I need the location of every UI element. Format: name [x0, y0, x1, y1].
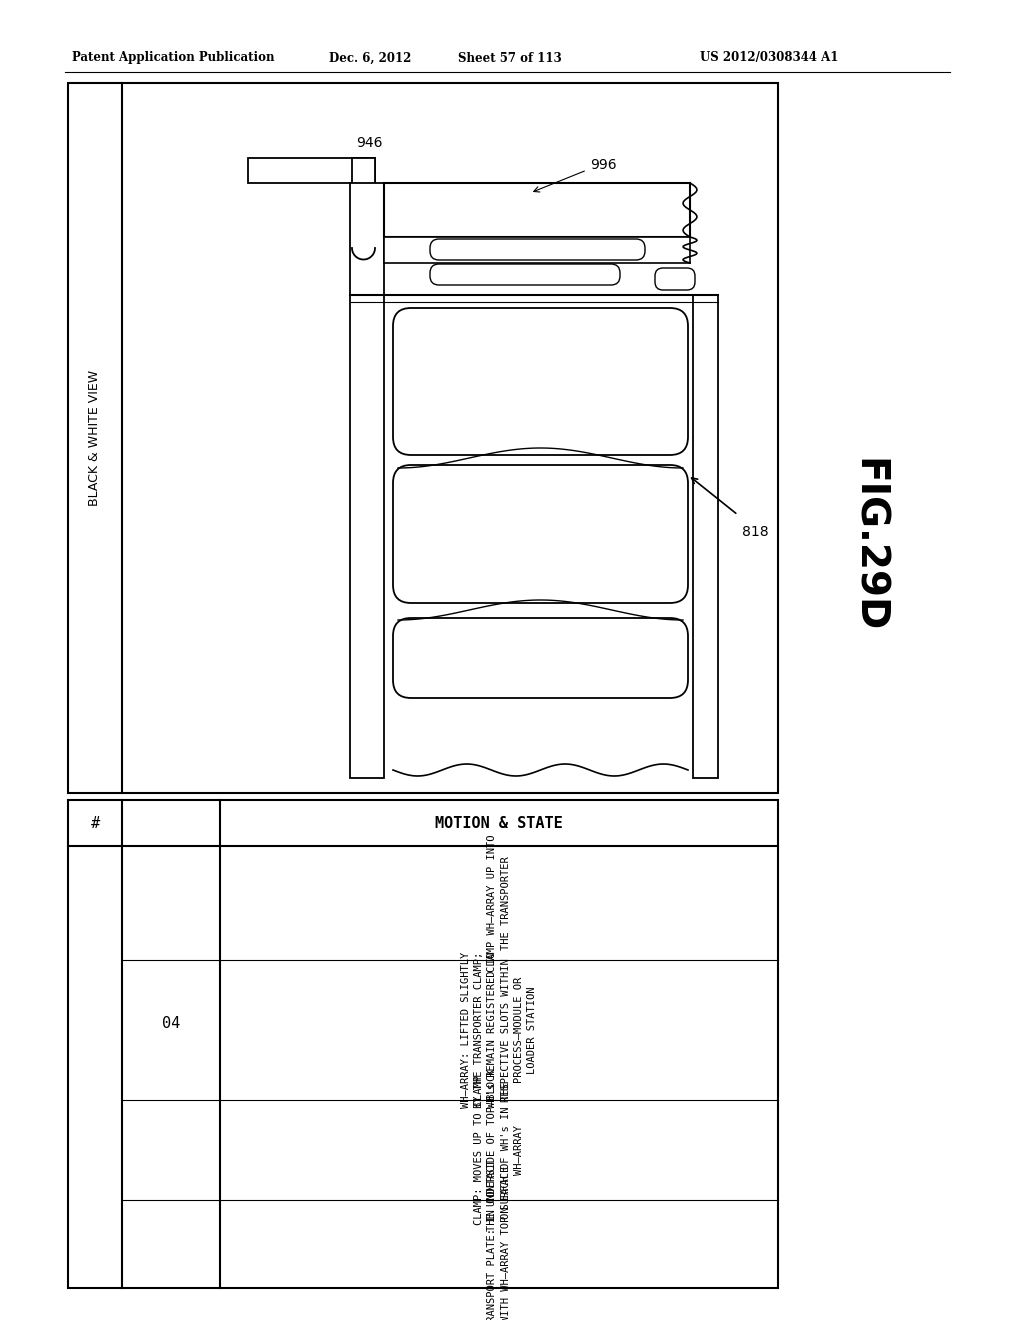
Text: FIG.29D: FIG.29D: [849, 458, 887, 632]
Text: TRANSPORT PLATE: IN CONTACT
WITH WH–ARRAY TOP SURFACE: TRANSPORT PLATE: IN CONTACT WITH WH–ARRA…: [487, 1160, 511, 1320]
Text: Dec. 6, 2012: Dec. 6, 2012: [329, 51, 412, 65]
Text: WH–ARRAY: LIFTED SLIGHTLY
BY THE TRANSPORTER CLAMP;
WH's REMAIN REGISTERED TO
RE: WH–ARRAY: LIFTED SLIGHTLY BY THE TRANSPO…: [461, 952, 537, 1107]
Bar: [350, 183, 384, 777]
Text: BLACK & WHITE VIEW: BLACK & WHITE VIEW: [88, 370, 101, 506]
FancyBboxPatch shape: [393, 618, 688, 698]
Bar: [384, 238, 690, 263]
Bar: [384, 183, 690, 238]
Text: 818: 818: [742, 525, 769, 539]
Text: Sheet 57 of 113: Sheet 57 of 113: [458, 51, 562, 65]
Bar: [68, 83, 778, 793]
Bar: [248, 158, 375, 183]
Text: CLAMP: MOVES UP TO CLAMP
THE UNDERSIDE OF TOP–BLOCK
ON EACH OF WH's IN THE
WH–AR: CLAMP: MOVES UP TO CLAMP THE UNDERSIDE O…: [474, 1069, 524, 1232]
FancyBboxPatch shape: [655, 268, 695, 290]
Text: CLAMP WH–ARRAY UP INTO
THE TRANSPORTER: CLAMP WH–ARRAY UP INTO THE TRANSPORTER: [487, 834, 511, 972]
Text: US 2012/0308344 A1: US 2012/0308344 A1: [700, 51, 839, 65]
FancyBboxPatch shape: [430, 264, 620, 285]
FancyBboxPatch shape: [393, 465, 688, 603]
Text: MOTION & STATE: MOTION & STATE: [435, 816, 563, 830]
Bar: [68, 800, 778, 1288]
Bar: [352, 158, 375, 248]
Text: 946: 946: [356, 136, 383, 150]
Text: 04: 04: [162, 1015, 180, 1031]
FancyBboxPatch shape: [393, 308, 688, 455]
Text: 996: 996: [590, 158, 616, 172]
Bar: [693, 294, 718, 777]
FancyBboxPatch shape: [430, 239, 645, 260]
Text: Patent Application Publication: Patent Application Publication: [72, 51, 274, 65]
Text: #: #: [90, 816, 99, 830]
